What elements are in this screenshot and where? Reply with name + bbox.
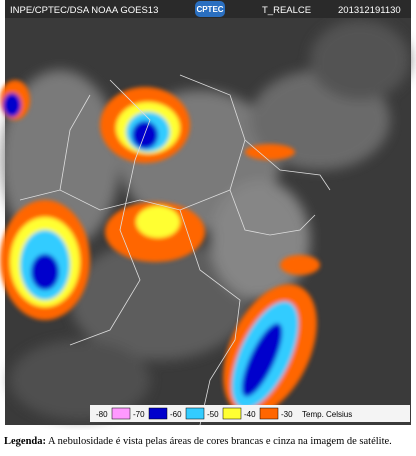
legend-unit: Temp. Celsius [302,410,352,419]
legend-swatch [111,407,131,420]
legend-swatch [222,407,242,420]
logo: CPTEC [196,5,223,14]
legend-swatch [259,407,279,420]
product-label: T_REALCE [262,5,311,16]
legend-label: -80 [96,410,108,419]
legend-label: -50 [207,410,219,419]
legend: -80 -70 -60 -50 -40 -30 Temp. Celsius [96,407,352,420]
legend-label: -70 [133,410,145,419]
caption: Legenda: A nebulosidade é vista pelas ár… [4,436,392,447]
legend-swatch [148,407,168,420]
caption-label: Legenda: [4,436,46,447]
source-label: INPE/CPTEC/DSA NOAA GOES13 [10,5,158,16]
caption-text: A nebulosidade é vista pelas áreas de co… [48,436,392,447]
timestamp: 201312191130 [338,5,401,16]
satellite-image: INPE/CPTEC/DSA NOAA GOES13 CPTEC T_REALC… [0,0,411,426]
legend-label: -60 [170,410,182,419]
legend-swatch [185,407,205,420]
legend-label: -30 [281,410,293,419]
legend-label: -40 [244,410,256,419]
